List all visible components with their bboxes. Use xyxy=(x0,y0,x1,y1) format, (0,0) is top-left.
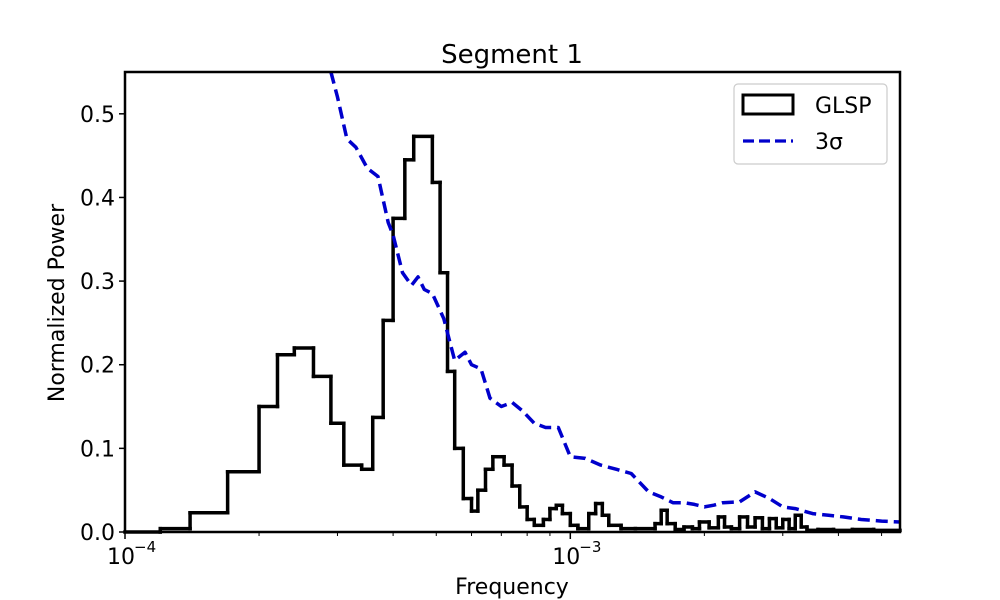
y-tick-label: 0.0 xyxy=(80,521,115,546)
plot-frame xyxy=(123,70,902,534)
legend-label-glsp: GLSP xyxy=(815,94,872,119)
threshold-line xyxy=(329,71,901,524)
series-glsp xyxy=(123,134,902,534)
x-tick-label: 10 −3 xyxy=(552,538,601,570)
y-tick-label: 0.2 xyxy=(80,354,115,379)
series-layer xyxy=(123,71,902,534)
x-tick-label: 10 −4 xyxy=(107,538,156,570)
y-tick-label: 0.5 xyxy=(80,103,115,128)
legend: GLSP 3σ xyxy=(733,83,888,165)
ticks-layer: 0.00.10.20.30.40.510 −4 10 −3 xyxy=(80,103,883,570)
x-axis-title: Frequency xyxy=(455,575,569,600)
y-tick-label: 0.4 xyxy=(80,186,115,211)
y-tick-label: 0.1 xyxy=(80,437,115,462)
x-tick-label-exponent: −3 xyxy=(579,538,601,556)
legend-label-3sigma: 3σ xyxy=(815,130,843,155)
y-axis-title: Normalized Power xyxy=(45,203,70,402)
y-tick-label: 0.3 xyxy=(80,270,115,295)
series-3sigma xyxy=(329,71,901,524)
x-tick-label-base: 10 xyxy=(552,545,580,570)
chart-title: Segment 1 xyxy=(441,40,583,70)
x-tick-label-exponent: −4 xyxy=(134,538,156,556)
x-tick-label-base: 10 xyxy=(107,545,135,570)
legend-swatch-glsp xyxy=(741,93,795,116)
